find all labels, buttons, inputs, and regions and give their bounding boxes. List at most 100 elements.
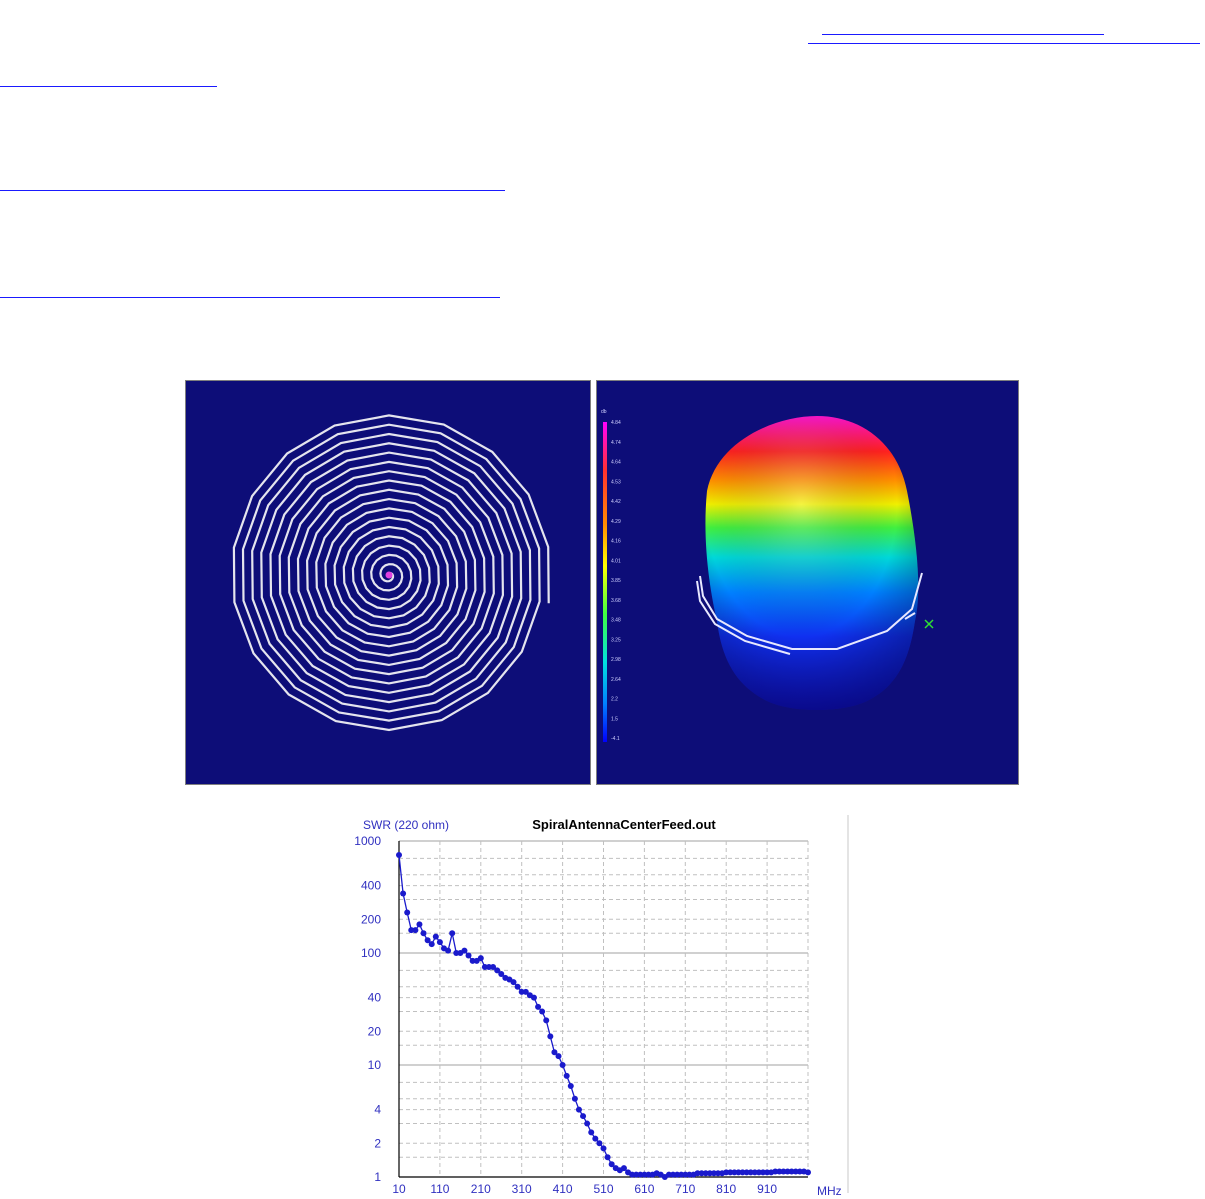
colorbar-tick-label: 3.48: [611, 618, 621, 624]
colorbar-tick-label: 4.01: [611, 558, 621, 564]
swr-data-point: [432, 933, 439, 940]
swr-data-point: [567, 1082, 574, 1089]
colorbar-tick-labels: 4.84 4.74 4.64 4.53 4.42 4.29 4.16 4.01 3.85 3.68…: [611, 420, 621, 742]
colorbar-tick-label: 4.74: [611, 440, 621, 446]
swr-data-point: [580, 1113, 587, 1120]
spiral-geometry-panel: [185, 380, 591, 785]
colorbar-tick-label: 1.5: [611, 716, 618, 722]
link-4[interactable]: [0, 190, 505, 191]
y-tick-label: 20: [368, 1024, 382, 1038]
x-tick-label: 310: [512, 1182, 532, 1196]
radiation-pattern-shading: [705, 416, 919, 710]
swr-data-point: [543, 1017, 550, 1024]
x-tick-label: 210: [471, 1182, 491, 1196]
colorbar-tick-label: 2.98: [611, 657, 621, 663]
chart-grid: [398, 840, 809, 1178]
swr-data-point: [620, 1165, 627, 1172]
radiation-pattern-panel: db 4.84 4.74 4.64 4.53 4.42 4.29 4.16 4.01 3.85 3…: [596, 380, 1019, 785]
link-1[interactable]: [822, 34, 1104, 35]
swr-data-point: [600, 1145, 607, 1152]
swr-data-point: [584, 1120, 591, 1127]
feed-point-marker: [385, 571, 393, 579]
link-2[interactable]: [808, 43, 1200, 44]
x-tick-label: 710: [675, 1182, 695, 1196]
swr-data-point: [596, 1140, 603, 1147]
swr-chart: SWR (220 ohm) SpiralAntennaCenterFeed.ou…: [355, 809, 855, 1199]
swr-data-point: [494, 967, 501, 974]
colorbar-tick-label: 3.68: [611, 598, 621, 604]
chart-series: [396, 851, 811, 1180]
swr-data-point: [428, 941, 435, 948]
swr-data-point: [477, 955, 484, 962]
colorbar: [603, 422, 607, 742]
swr-data-point: [563, 1072, 570, 1079]
x-tick-label: 110: [430, 1182, 449, 1196]
colorbar-tick-label: 4.53: [611, 479, 621, 485]
colorbar-tick-label: 4.42: [611, 499, 621, 505]
y-tick-label: 100: [361, 946, 381, 960]
x-tick-label: 910: [757, 1182, 777, 1196]
swr-data-point: [400, 890, 407, 897]
y-tick-label: 2: [374, 1136, 381, 1150]
y-tick-label: 4: [374, 1103, 381, 1117]
antenna-wire-overlay: [696, 572, 923, 655]
spiral-antenna-wire: [232, 414, 550, 732]
swr-data-point: [445, 947, 452, 954]
colorbar-tick-label: 2.2: [611, 697, 618, 703]
y-tick-label: 1: [374, 1170, 381, 1184]
chart-y-axis-label: SWR (220 ohm): [363, 818, 449, 832]
chart-background: [355, 809, 855, 1199]
colorbar-tick-label: 4.16: [611, 539, 621, 545]
x-tick-label: 610: [634, 1182, 654, 1196]
swr-data-point: [588, 1129, 595, 1136]
y-tick-label: 1000: [355, 834, 381, 848]
colorbar-tick-label: 4.84: [611, 420, 621, 426]
chart-x-axis-label: MHz: [817, 1184, 842, 1198]
colorbar-tick-label: -4.1: [611, 736, 620, 742]
swr-data-point: [535, 1003, 542, 1010]
swr-data-point: [530, 994, 537, 1001]
swr-data-point: [559, 1062, 566, 1068]
swr-data-point: [522, 988, 529, 995]
swr-data-point: [449, 930, 456, 937]
swr-data-point: [608, 1161, 615, 1168]
swr-data-point: [498, 970, 505, 977]
y-tick-label: 400: [361, 879, 381, 893]
y-tick-label: 200: [361, 912, 381, 926]
link-5[interactable]: [0, 297, 500, 298]
chart-axes: [398, 841, 808, 1178]
x-tick-label: 410: [553, 1182, 573, 1196]
swr-data-point: [604, 1154, 611, 1161]
swr-data-point: [404, 909, 411, 916]
colorbar-tick-label: 3.85: [611, 578, 621, 584]
swr-data-point: [490, 963, 497, 970]
swr-data-point: [571, 1095, 578, 1102]
swr-data-point: [539, 1008, 546, 1015]
swr-data-point: [465, 952, 472, 959]
link-3[interactable]: [0, 86, 217, 87]
colorbar-tick-label: 2.64: [611, 677, 621, 683]
colorbar-unit: db: [601, 409, 607, 415]
swr-data-point: [551, 1049, 558, 1056]
swr-data-point: [547, 1033, 554, 1040]
axis-marker: [924, 619, 934, 629]
chart-title: SpiralAntennaCenterFeed.out: [532, 817, 716, 832]
swr-data-point: [396, 851, 402, 858]
x-tick-label: 10: [392, 1182, 406, 1196]
swr-data-point: [424, 937, 431, 944]
swr-data-point: [805, 1169, 811, 1176]
colorbar-tick-label: 4.64: [611, 460, 621, 466]
spiral-geometry-figure: [232, 414, 550, 732]
colorbar-tick-label: 4.29: [611, 519, 621, 525]
swr-data-point: [461, 947, 468, 954]
y-tick-label: 10: [368, 1058, 382, 1072]
swr-data-point: [436, 939, 443, 946]
radiation-pattern-figure: db 4.84 4.74 4.64 4.53 4.42 4.29 4.16 4.01 3.85 3…: [601, 409, 934, 742]
chart-y-tick-labels: 1000 400 200 100 40 20 10 4 2 1: [355, 834, 381, 1184]
x-tick-label: 510: [593, 1182, 613, 1196]
swr-data-point: [510, 979, 517, 986]
swr-data-point: [420, 930, 427, 937]
swr-data-point: [575, 1106, 582, 1113]
swr-data-point: [555, 1053, 562, 1060]
